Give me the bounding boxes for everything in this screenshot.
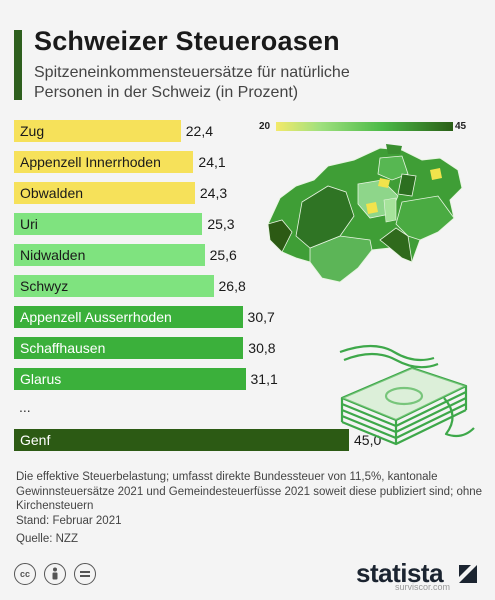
bar-category-label: Glarus — [20, 371, 62, 387]
bar-value-label: 24,1 — [198, 154, 226, 170]
map-region-zug — [378, 178, 390, 188]
bar-value-label: 22,4 — [185, 123, 213, 139]
bar-category-label: Appenzell Innerrhoden — [20, 154, 161, 170]
chart-title: Schweizer Steueroasen — [34, 26, 340, 56]
bar-category-label: Zug — [20, 123, 45, 139]
bar — [14, 429, 349, 451]
bar-category-label: Obwalden — [20, 185, 84, 201]
by-icon[interactable] — [44, 563, 66, 585]
bar-value-label: 30,7 — [247, 309, 275, 325]
bar-value-label: 24,3 — [199, 185, 228, 201]
map-region-valais — [309, 235, 373, 283]
chart-subtitle: Spitzeneinkommensteuersätze für natürlic… — [34, 64, 350, 101]
bar — [14, 337, 244, 359]
bar-category-label: Nidwalden — [20, 247, 86, 263]
bar-category-label: Schaffhausen — [20, 340, 106, 356]
bar — [14, 275, 214, 297]
legend-min-label: 20 — [259, 121, 271, 132]
bar — [14, 151, 194, 173]
cc-icon[interactable]: cc — [14, 563, 36, 585]
map-region-graubuenden — [395, 195, 455, 241]
map-region-ticino — [379, 227, 413, 263]
money-stack-illustration — [339, 344, 475, 446]
map-region-zurich — [377, 155, 409, 181]
bar-value-label: 31,1 — [250, 371, 278, 387]
bar — [14, 120, 181, 142]
map-region-uri — [383, 197, 397, 223]
footnote: Die effektive Steuerbelastung; umfasst d… — [16, 470, 486, 547]
switzerland-map — [267, 144, 463, 283]
map-region-schaffhausen — [386, 144, 402, 154]
bar-value-label: 25,3 — [207, 216, 235, 232]
map-region-appenzell — [430, 168, 442, 180]
footnote-source: Quelle: NZZ — [16, 533, 78, 545]
bar — [14, 182, 195, 204]
footnote-description: Die effektive Steuerbelastung; umfasst d… — [16, 471, 483, 512]
bar-category-label: Uri — [20, 216, 38, 232]
map-region-glarus — [397, 173, 417, 197]
statista-logo-icon — [459, 565, 477, 583]
bar — [14, 244, 205, 266]
statista-logo-text[interactable]: statista — [356, 558, 444, 588]
legend-gradient — [276, 122, 453, 131]
bar-value-label: 26,8 — [218, 278, 246, 294]
bar-value-label: 25,6 — [209, 247, 237, 263]
map-region-geneva — [267, 219, 293, 253]
ellipsis-text: ... — [19, 399, 31, 415]
map-region-bern — [295, 185, 355, 249]
bar-category-label: Genf — [20, 432, 51, 448]
nd-icon[interactable] — [74, 563, 96, 585]
bar-value-label: 30,8 — [248, 340, 276, 356]
bar — [14, 213, 203, 235]
map-region-obwalden — [366, 202, 378, 214]
watermark-text: surviscor.com — [395, 582, 451, 592]
bar-category-label: Appenzell Ausserrhoden — [20, 309, 172, 325]
legend-max-label: 45 — [455, 121, 467, 132]
footnote-date: Stand: Februar 2021 — [16, 514, 122, 527]
bar-category-label: Schwyz — [20, 278, 69, 294]
bar — [14, 306, 243, 328]
bar — [14, 368, 246, 390]
title-accent-bar — [14, 30, 22, 100]
